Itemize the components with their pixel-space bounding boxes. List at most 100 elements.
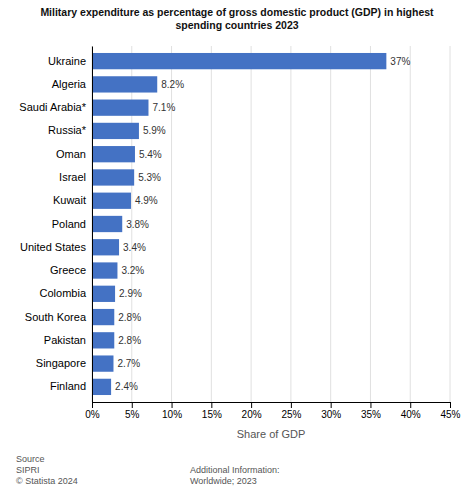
x-tick-mark	[92, 402, 93, 408]
bar	[92, 146, 135, 162]
bar	[92, 76, 157, 92]
y-axis: Ukraine Algeria Saudi Arabia* Russia* Oman Is…	[19, 47, 92, 403]
y-tick-label: Finland	[50, 380, 86, 392]
x-tick: 0%	[85, 402, 100, 420]
data-label: 37%	[390, 56, 410, 67]
x-tick-mark	[370, 402, 371, 408]
x-tick: 30%	[321, 402, 341, 420]
y-tick-label: Poland	[52, 218, 86, 230]
x-tick: 35%	[361, 402, 381, 420]
y-tick: Israel	[59, 171, 92, 183]
y-tick-label: Algeria	[52, 78, 87, 90]
x-tick-label: 10%	[162, 409, 182, 420]
x-tick-label: 30%	[321, 409, 341, 420]
x-tick-label: 40%	[401, 409, 421, 420]
x-tick: 15%	[202, 402, 222, 420]
bar	[92, 355, 113, 371]
grid-line	[330, 46, 331, 402]
data-label: 3.2%	[121, 265, 144, 276]
grid-line	[290, 46, 291, 402]
y-tick-label: Saudi Arabia*	[19, 101, 86, 113]
x-tick: 25%	[281, 402, 301, 420]
x-tick-mark	[450, 402, 451, 408]
x-tick-label: 0%	[85, 409, 100, 420]
grid-line	[92, 46, 93, 402]
bar	[92, 216, 122, 232]
x-tick-label: 5%	[125, 409, 140, 420]
y-tick-label: Pakistan	[44, 334, 86, 346]
bar	[92, 309, 114, 325]
y-tick-label: South Korea	[25, 311, 87, 323]
y-tick-label: Russia*	[48, 124, 87, 136]
grid-line	[410, 46, 411, 402]
annotation: SourceSIPRI© Statista 2024	[16, 454, 78, 486]
y-tick: Colombia	[40, 287, 92, 299]
grid-line	[251, 46, 252, 402]
x-axis: 0% 5% 10% 15% 20% 25% 30% 35% 40% 45%	[85, 402, 460, 420]
x-tick: 20%	[242, 402, 262, 420]
grid	[92, 46, 450, 402]
y-axis-line	[92, 47, 93, 403]
grid-line	[211, 46, 212, 402]
bars	[92, 53, 386, 395]
y-tick-label: Singapore	[36, 357, 86, 369]
y-tick: Finland	[50, 380, 92, 392]
y-tick: Singapore	[36, 357, 92, 369]
x-tick: 45%	[440, 402, 460, 420]
data-label: 3.8%	[126, 219, 149, 230]
x-tick-mark	[172, 402, 173, 408]
data-label: 5.4%	[139, 149, 162, 160]
annotation: Additional Information:Worldwide; 2023	[190, 465, 280, 486]
x-tick-mark	[410, 402, 411, 408]
x-tick-mark	[211, 402, 212, 408]
y-tick-label: United States	[20, 241, 87, 253]
x-tick: 5%	[125, 402, 140, 420]
data-label: 5.3%	[138, 172, 161, 183]
bar	[92, 332, 114, 348]
data-label: 2.9%	[119, 288, 142, 299]
data-label: 7.1%	[152, 102, 175, 113]
y-tick: Kuwait	[53, 194, 92, 206]
data-label: 4.9%	[135, 195, 158, 206]
x-axis-title: Share of GDP	[237, 428, 305, 440]
x-tick: 40%	[401, 402, 421, 420]
grid-line	[450, 46, 451, 402]
y-tick-label: Colombia	[40, 287, 87, 299]
y-tick-label: Ukraine	[48, 55, 86, 67]
y-tick: Saudi Arabia*	[19, 101, 92, 113]
y-tick-label: Greece	[50, 264, 86, 276]
bar	[92, 169, 134, 185]
title: Military expenditure as percentage of gr…	[40, 6, 434, 31]
data-label: 2.8%	[118, 335, 141, 346]
y-tick-label: Oman	[56, 148, 86, 160]
x-tick-mark	[132, 402, 133, 408]
y-tick-label: Kuwait	[53, 194, 86, 206]
y-tick: Poland	[52, 218, 92, 230]
bar	[92, 379, 111, 395]
y-tick: Ukraine	[48, 55, 92, 67]
y-tick: South Korea	[25, 311, 92, 323]
bar	[92, 100, 148, 116]
x-tick: 10%	[162, 402, 182, 420]
x-tick-label: 25%	[281, 409, 301, 420]
bar	[92, 262, 117, 278]
y-tick: Russia*	[48, 124, 92, 136]
data-label: 2.4%	[115, 381, 138, 392]
data-label: 3.4%	[123, 242, 146, 253]
x-tick-label: 45%	[440, 409, 460, 420]
y-tick: Oman	[56, 148, 92, 160]
bar	[92, 239, 119, 255]
grid-line	[370, 46, 371, 402]
bar	[92, 193, 131, 209]
data-label: 5.9%	[143, 125, 166, 136]
x-tick-label: 20%	[242, 409, 262, 420]
y-tick: United States	[20, 241, 92, 253]
x-tick-mark	[251, 402, 252, 408]
x-axis-line	[93, 403, 451, 409]
x-tick-label: 35%	[361, 409, 381, 420]
x-tick-label: 15%	[202, 409, 222, 420]
data-label: 8.2%	[161, 79, 184, 90]
data-labels: 37% 8.2% 7.1% 5.9% 5.4% 5.3% 4.9% 3.8% 3.4% 3.2% 2…	[115, 56, 410, 393]
bar	[92, 53, 386, 69]
x-tick-mark	[331, 402, 332, 408]
